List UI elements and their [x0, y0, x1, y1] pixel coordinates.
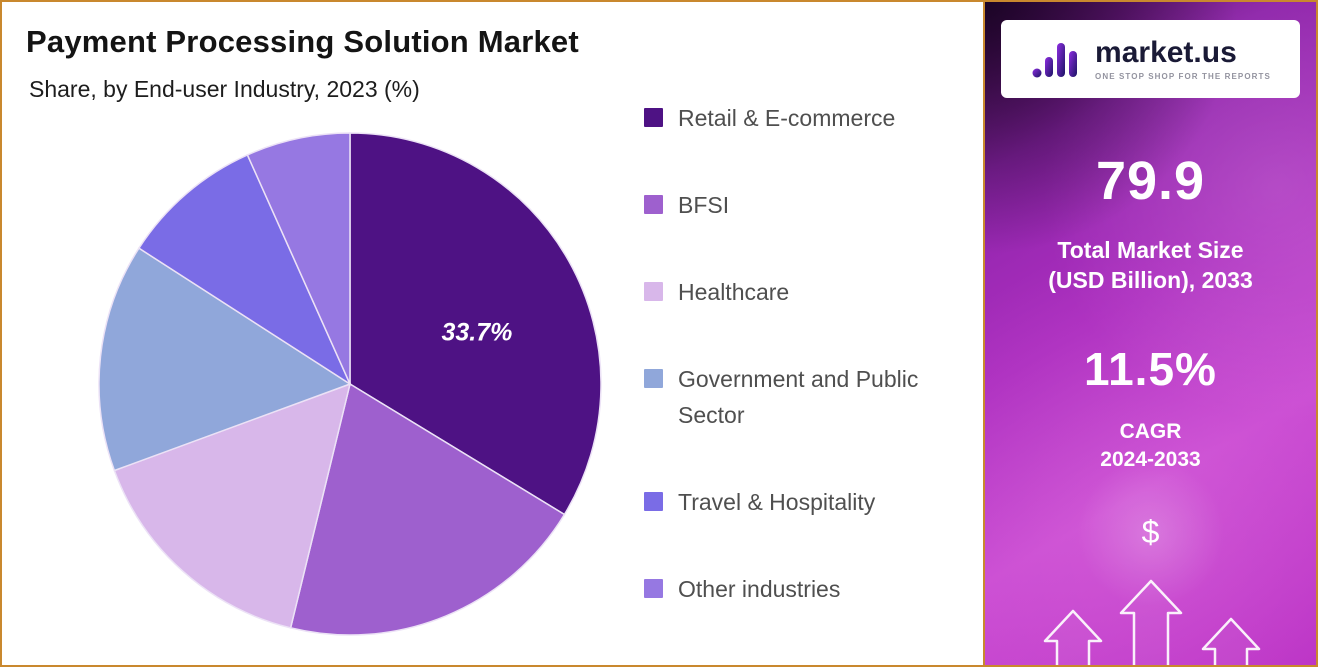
legend-swatch [644, 108, 663, 127]
sidebar-content: market.us ONE STOP SHOP FOR THE REPORTS … [985, 20, 1316, 665]
total-market-size-value: 79.9 [1095, 151, 1206, 211]
total-market-size-label-line2: (USD Billion), 2033 [1048, 266, 1253, 293]
legend-label: Healthcare [678, 278, 790, 305]
legend-item: Travel & Hospitality [644, 484, 966, 521]
legend-item: Retail & E-commerce [644, 100, 966, 137]
legend-label: Other industries [678, 576, 841, 603]
legend-label: Retail & E-commerce [678, 105, 896, 131]
dollar-icon: $ [1141, 514, 1160, 551]
legend-item: Other industries [644, 571, 966, 608]
legend-swatch [644, 579, 663, 599]
pie-slice-retail-e-commerce [349, 132, 602, 516]
pie-slice-travel-hospitality [137, 153, 352, 386]
legend: Retail & E-commerce BFSI Healthcare Governm… [644, 100, 966, 608]
legend-label: Travel & Hospitality [678, 489, 876, 516]
chart-area: Payment Processing Solution Market Share… [2, 2, 987, 665]
growth-arrows-icon [1043, 579, 1261, 665]
pie-slice-government-and-public-sector [98, 247, 352, 472]
logo-card: market.us ONE STOP SHOP FOR THE REPORTS [1001, 20, 1300, 98]
marketus-logo-icon [1032, 43, 1078, 78]
cagr-value: 11.5% [1084, 342, 1217, 395]
brand-name: market.us [1095, 35, 1237, 69]
legend-item: Government and Public Sector [644, 361, 966, 435]
cagr-label-line2: 2024-2033 [1100, 448, 1201, 472]
chart-subtitle: Share, by End-user Industry, 2023 (%) [29, 76, 420, 102]
legend-label: BFSI [678, 191, 730, 218]
pie-slice-bfsi [289, 382, 566, 636]
legend-item: BFSI [644, 187, 966, 224]
pie-chart: 33.7% [98, 132, 602, 636]
slice-value-label: 33.7% [441, 319, 512, 347]
logo-text: market.us ONE STOP SHOP FOR THE REPORTS [1095, 35, 1271, 81]
total-market-size-label: Total Market Size (USD Billion), 2033 [985, 236, 1316, 296]
legend-swatch [644, 281, 663, 301]
legend-label: Government and Public Sector [678, 365, 919, 429]
legend-item: Healthcare [644, 274, 966, 311]
legend-swatch [644, 194, 663, 214]
total-market-size-label-line1: Total Market Size [1057, 237, 1244, 263]
legend-swatch [644, 492, 663, 512]
legend-swatch [644, 368, 663, 388]
cagr-label: CAGR 2024-2033 [985, 418, 1316, 475]
brand-tagline: ONE STOP SHOP FOR THE REPORTS [1095, 71, 1271, 81]
chart-title: Payment Processing Solution Market [26, 24, 579, 59]
pie-slice-healthcare [113, 382, 352, 629]
sidebar: market.us ONE STOP SHOP FOR THE REPORTS … [983, 2, 1316, 665]
cagr-label-line1: CAGR [1119, 419, 1182, 443]
pie-slice-other-industries [246, 132, 351, 385]
